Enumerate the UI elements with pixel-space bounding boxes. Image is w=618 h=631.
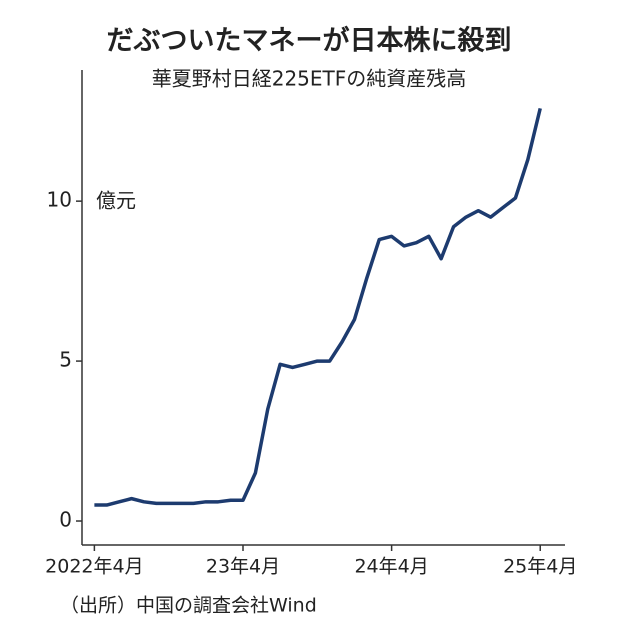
chart-subtitle: 華夏野村日経225ETFの純資産残高	[152, 67, 467, 91]
y-tick-label: 0	[59, 508, 72, 532]
x-tick-label: 24年4月	[354, 556, 428, 578]
data-line	[94, 107, 542, 507]
y-tick-label: 10	[47, 188, 72, 212]
x-tick-label: 2022年4月	[45, 556, 143, 578]
source: （出所）中国の調査会社Wind	[60, 595, 317, 617]
y-tick-label: 5	[59, 348, 72, 372]
y-unit: 億元	[96, 189, 136, 213]
x-tick-label: 23年4月	[206, 556, 280, 578]
x-tick-label: 25年4月	[503, 556, 577, 578]
chart-title: だぶついたマネーが日本株に殺到	[107, 25, 512, 57]
